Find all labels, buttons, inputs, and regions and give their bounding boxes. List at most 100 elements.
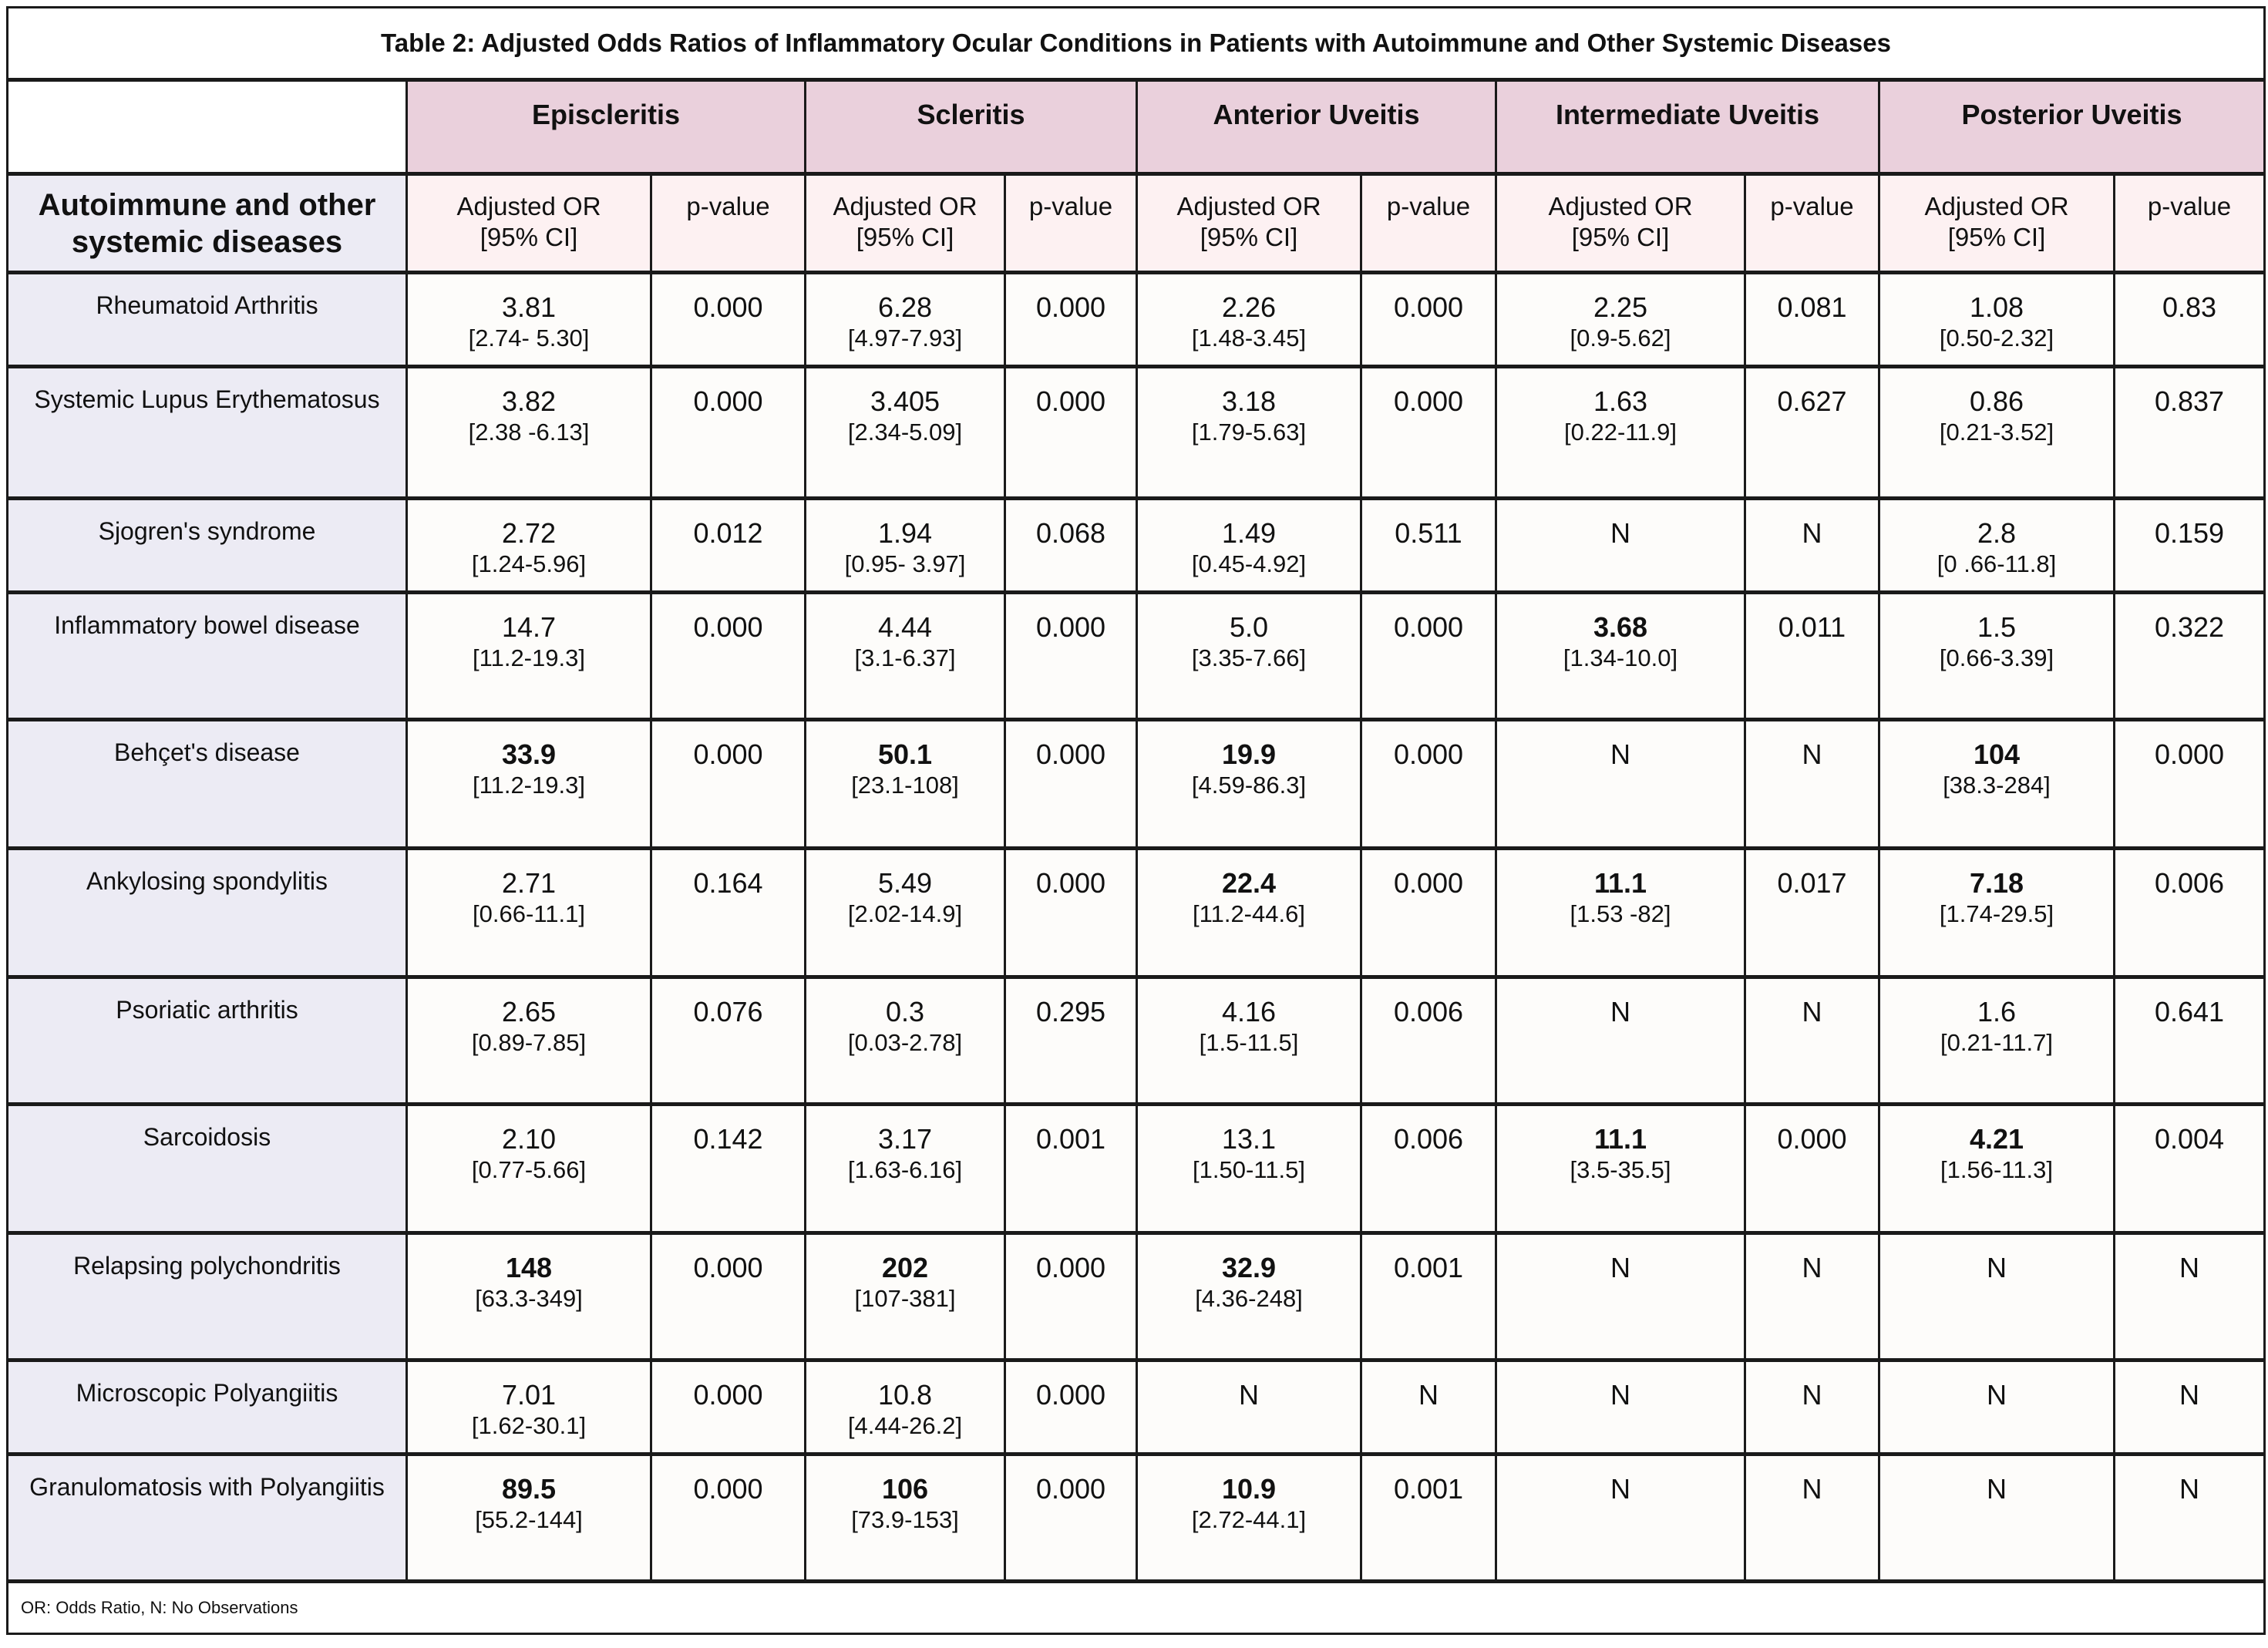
- ci-value: [0.66-3.39]: [1939, 644, 2054, 671]
- or-value: 3.18: [1221, 385, 1277, 417]
- p-value-cell: 0.83: [2112, 271, 2266, 368]
- or-value: N: [1610, 517, 1630, 549]
- adjusted-or-cell: 0.3 [0.03-2.78]: [804, 975, 1006, 1105]
- table-row: Rheumatoid Arthritis 3.81 [2.74- 5.30] 0.00…: [6, 271, 2266, 368]
- ci-label: [95% CI]: [480, 223, 578, 251]
- p-value-header: p-value: [1360, 172, 1497, 274]
- condition-header: Episcleritis: [405, 78, 806, 175]
- adjusted-or-cell: 2.26 [1.48-3.45]: [1136, 271, 1362, 368]
- p-value-cell: 0.000: [1744, 1102, 1880, 1234]
- p-value-cell: N: [1744, 496, 1880, 594]
- ci-value: [0.21-11.7]: [1940, 1029, 2053, 1056]
- adjusted-or-cell: 1.94 [0.95- 3.97]: [804, 496, 1006, 594]
- p-value-cell: 0.000: [1004, 271, 1138, 368]
- adjusted-or-cell: 7.01 [1.62-30.1]: [405, 1358, 652, 1455]
- ci-value: [73.9-153]: [851, 1506, 959, 1533]
- or-value: 5.49: [877, 867, 933, 899]
- p-value-cell: 0.081: [1744, 271, 1880, 368]
- or-value: N: [1610, 738, 1630, 770]
- ci-value: [1.56-11.3]: [1940, 1156, 2053, 1183]
- table-row: Ankylosing spondylitis 2.71 [0.66-11.1] 0.1…: [6, 846, 2266, 978]
- or-value: 3.81: [501, 291, 557, 323]
- or-value: N: [1987, 1473, 2007, 1505]
- or-value: N: [1610, 996, 1630, 1027]
- p-value-cell: 0.627: [1744, 365, 1880, 499]
- adjusted-or-cell: 3.82 [2.38 -6.13]: [405, 365, 652, 499]
- p-value-cell: 0.000: [1360, 590, 1497, 721]
- adjusted-or-cell: 3.17 [1.63-6.16]: [804, 1102, 1006, 1234]
- p-value-cell: 0.076: [650, 975, 806, 1105]
- p-value-header: p-value: [2112, 172, 2266, 274]
- ci-value: [23.1-108]: [851, 772, 959, 799]
- adjusted-or-cell: 2.65 [0.89-7.85]: [405, 975, 652, 1105]
- adjusted-or-cell: 106 [73.9-153]: [804, 1452, 1006, 1582]
- table-title: Table 2: Adjusted Odds Ratios of Inflamm…: [5, 6, 2266, 81]
- ci-value: [107-381]: [854, 1285, 956, 1312]
- ci-value: [11.2-44.6]: [1193, 900, 1305, 927]
- p-value-cell: 0.011: [1744, 590, 1880, 721]
- p-value-header: p-value: [1744, 172, 1880, 274]
- disease-name: Systemic Lupus Erythematosus: [6, 365, 408, 499]
- adjusted-or-cell: N: [1878, 1358, 2115, 1455]
- or-value: 2.65: [501, 996, 557, 1027]
- condition-header: Posterior Uveitis: [1877, 78, 2266, 175]
- ci-value: [1.5-11.5]: [1199, 1029, 1299, 1056]
- or-value: 202: [881, 1252, 929, 1283]
- disease-name: Sjogren's syndrome: [6, 496, 408, 594]
- ci-value: [0.77-5.66]: [471, 1156, 587, 1183]
- ci-label: [95% CI]: [1200, 223, 1298, 251]
- p-value-cell: 0.006: [2112, 846, 2266, 978]
- adjusted-or-cell: 104 [38.3-284]: [1878, 718, 2115, 849]
- ci-value: [2.02-14.9]: [847, 900, 963, 927]
- p-value-cell: 0.000: [1004, 590, 1138, 721]
- ci-value: [1.53 -82]: [1570, 900, 1671, 927]
- p-value-cell: 0.000: [1360, 365, 1497, 499]
- adjusted-or-cell: 11.1 [1.53 -82]: [1495, 846, 1746, 978]
- p-value-cell: 0.000: [1004, 718, 1138, 849]
- p-value-cell: 0.000: [1004, 1358, 1138, 1455]
- p-value-cell: 0.000: [1360, 271, 1497, 368]
- or-value: 1.6: [1977, 996, 2017, 1027]
- p-value-cell: N: [1744, 1231, 1880, 1361]
- or-value: 11.1: [1593, 867, 1647, 899]
- ci-value: [4.36-248]: [1195, 1285, 1303, 1312]
- adjusted-or-cell: 32.9 [4.36-248]: [1136, 1231, 1362, 1361]
- p-value-cell: 0.000: [1360, 846, 1497, 978]
- adjusted-or-cell: 19.9 [4.59-86.3]: [1136, 718, 1362, 849]
- adjusted-or-cell: 4.44 [3.1-6.37]: [804, 590, 1006, 721]
- adjusted-or-cell: 11.1 [3.5-35.5]: [1495, 1102, 1746, 1234]
- or-value: 10.8: [877, 1379, 933, 1411]
- p-value-header: p-value: [650, 172, 806, 274]
- adjusted-or-cell: N: [1136, 1358, 1362, 1455]
- adjusted-or-cell: 3.81 [2.74- 5.30]: [405, 271, 652, 368]
- adjusted-or-cell: N: [1495, 1231, 1746, 1361]
- p-value-cell: 0.000: [650, 590, 806, 721]
- ci-value: [11.2-19.3]: [473, 644, 585, 671]
- footnote: OR: Odds Ratio, N: No Observations: [5, 1579, 2266, 1635]
- or-value: 148: [505, 1252, 553, 1283]
- adjusted-or-cell: 22.4 [11.2-44.6]: [1136, 846, 1362, 978]
- disease-name: Behçet's disease: [6, 718, 408, 849]
- ci-value: [0.9-5.62]: [1570, 325, 1671, 351]
- p-value-cell: 0.000: [650, 1452, 806, 1582]
- disease-name: Relapsing polychondritis: [6, 1231, 408, 1361]
- or-value: 3.82: [501, 385, 557, 417]
- or-value: N: [1987, 1379, 2007, 1411]
- or-value: 2.26: [1221, 291, 1277, 323]
- ci-value: [0 .66-11.8]: [1937, 550, 2057, 577]
- p-value-cell: 0.159: [2112, 496, 2266, 594]
- or-value: 4.21: [1969, 1123, 2024, 1155]
- or-value: 89.5: [501, 1473, 557, 1505]
- p-value-cell: 0.164: [650, 846, 806, 978]
- or-value: N: [1610, 1252, 1630, 1283]
- p-value-cell: 0.000: [650, 718, 806, 849]
- p-value-cell: 0.000: [1360, 718, 1497, 849]
- ci-value: [4.44-26.2]: [847, 1412, 963, 1439]
- disease-name: Inflammatory bowel disease: [6, 590, 408, 721]
- ci-value: [4.97-7.93]: [847, 325, 963, 351]
- adjusted-or-cell: 5.0 [3.35-7.66]: [1136, 590, 1362, 721]
- p-value-cell: N: [1744, 975, 1880, 1105]
- adjusted-or-header: Adjusted OR [95% CI]: [405, 172, 652, 274]
- p-value-cell: 0.295: [1004, 975, 1138, 1105]
- p-value-cell: 0.006: [1360, 975, 1497, 1105]
